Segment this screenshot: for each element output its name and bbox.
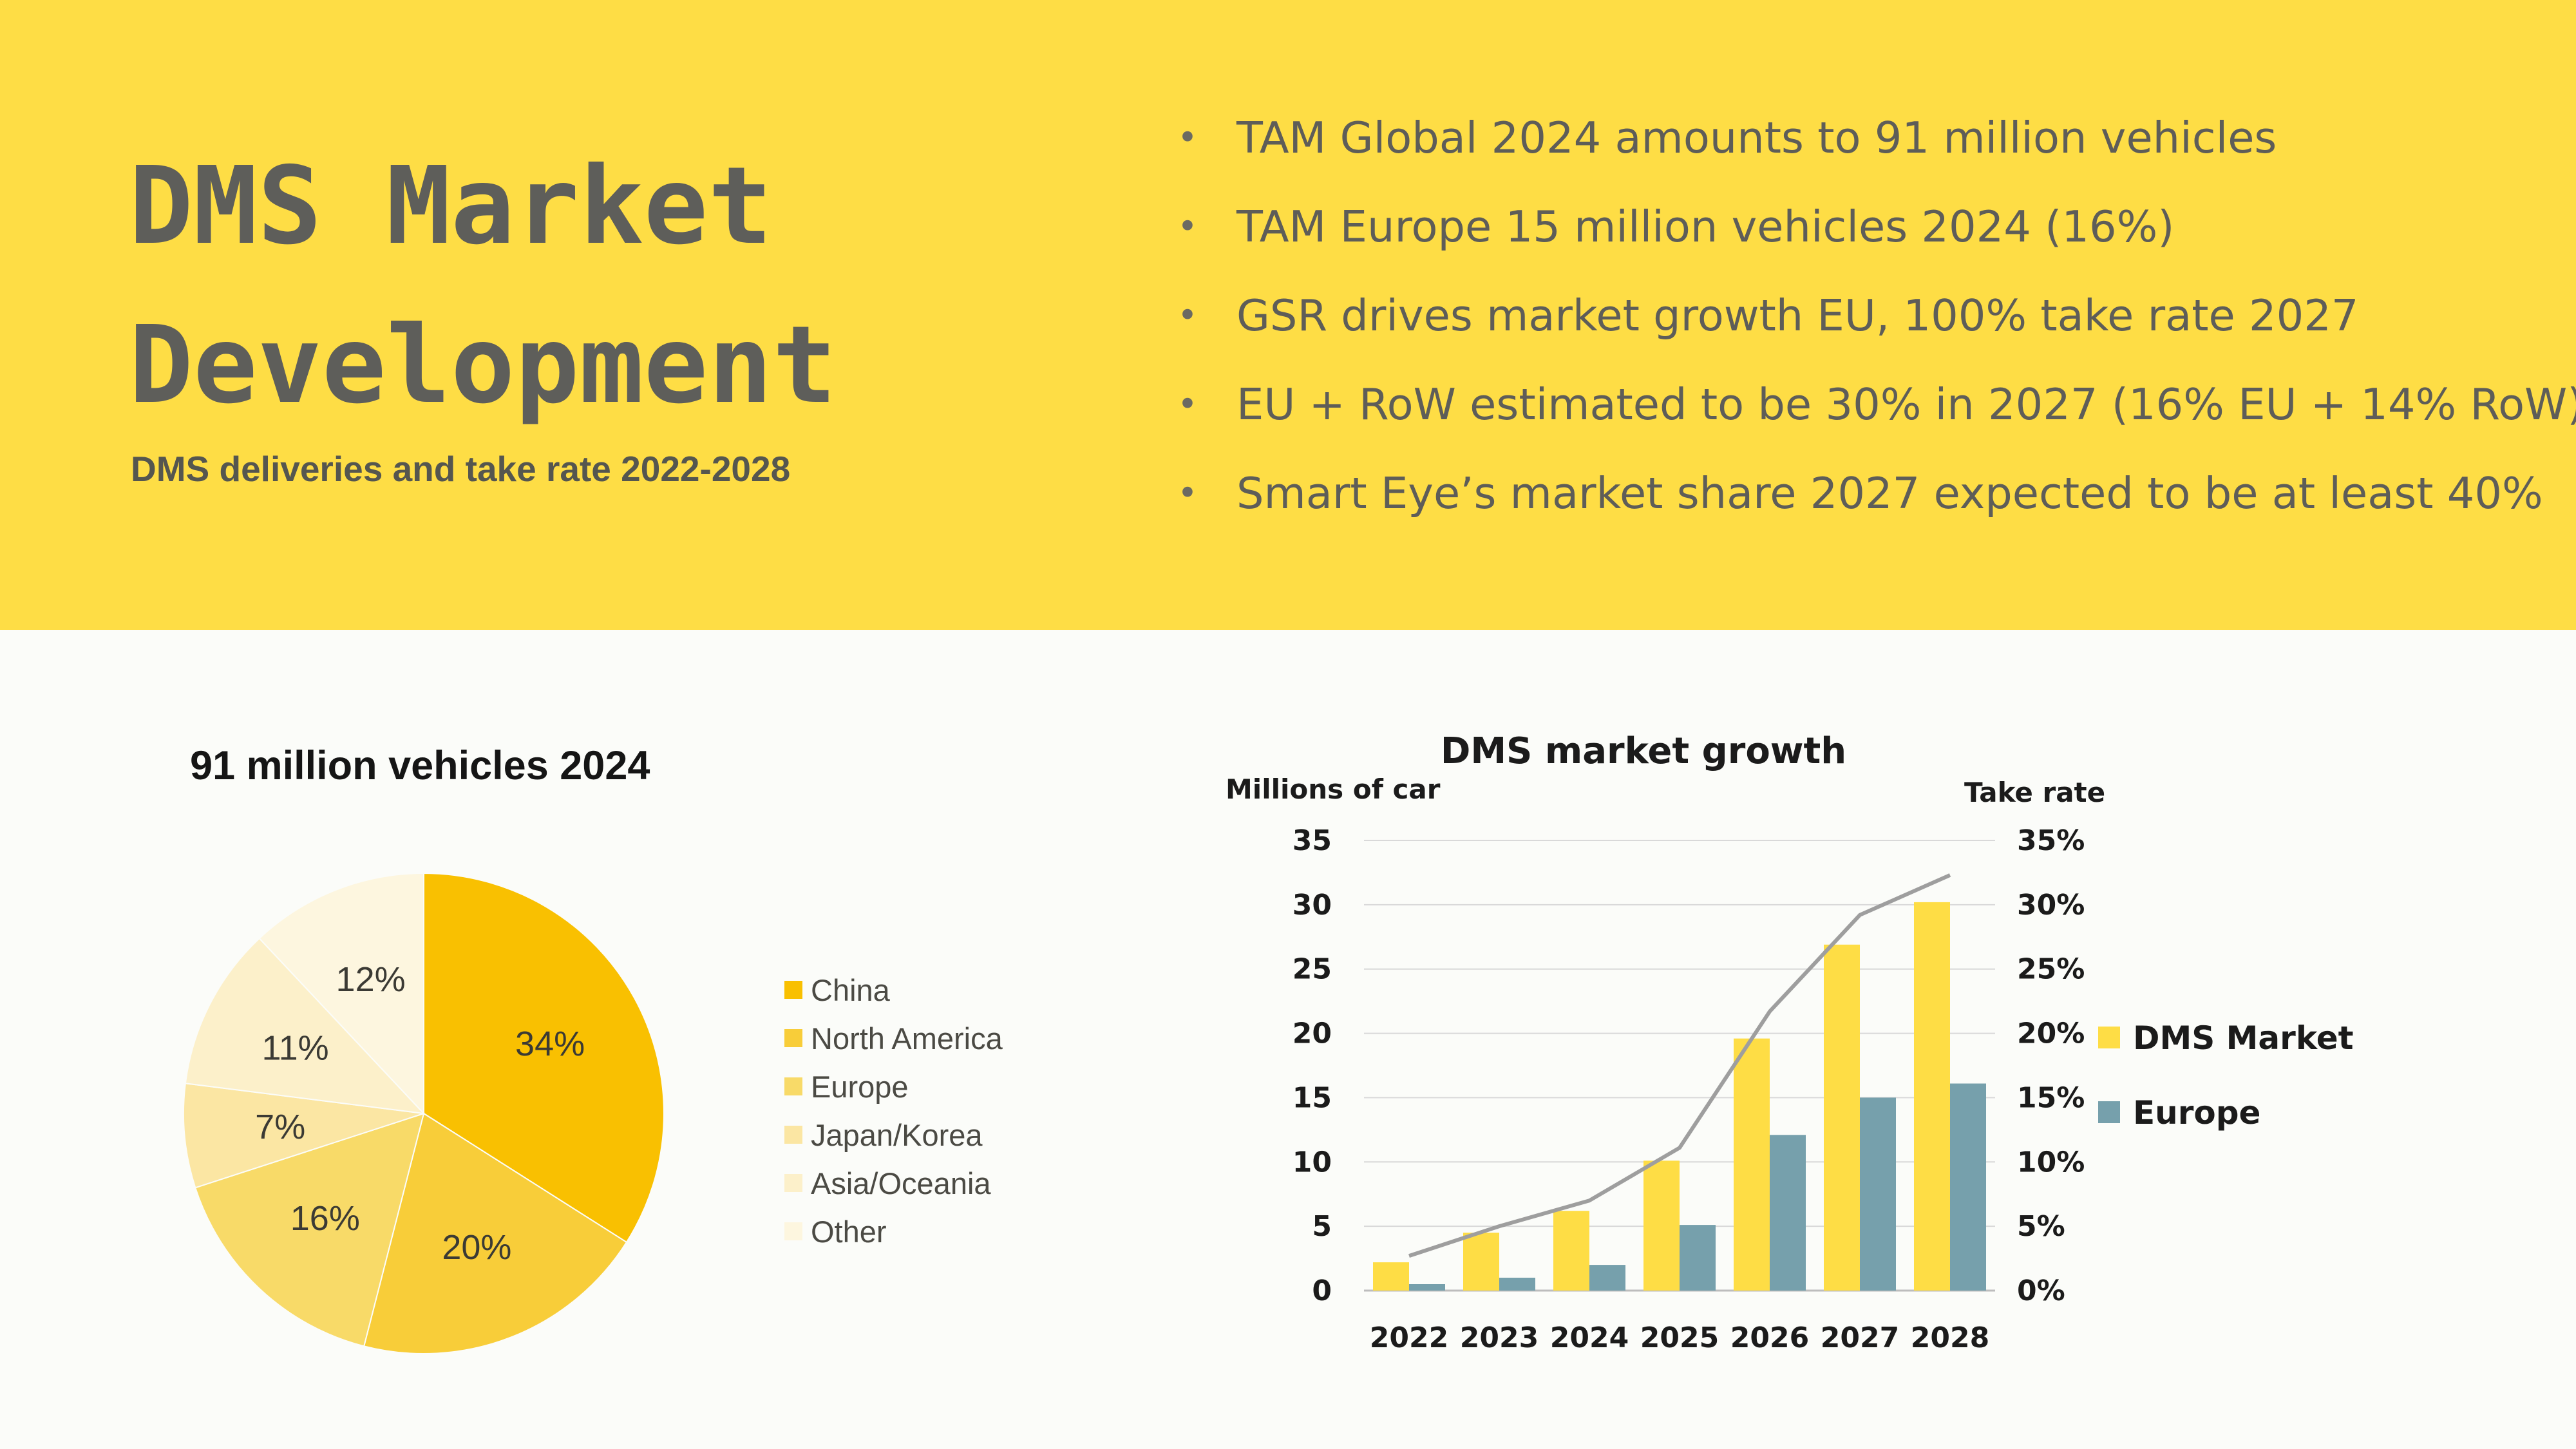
bar-dms-market-2025 (1643, 1160, 1680, 1291)
x-tick-label: 2024 (1550, 1321, 1629, 1354)
pie-slice-label: 16% (290, 1199, 360, 1238)
pie-legend-label: Japan/Korea (811, 1118, 983, 1152)
key-point-text: TAM Global 2024 amounts to 91 million ve… (1236, 113, 2277, 163)
legend-swatch (2098, 1027, 2120, 1048)
key-point: • GSR drives market growth EU, 100% take … (1172, 286, 2576, 375)
bar-europe-2025 (1680, 1225, 1716, 1291)
bar-dms-market-2026 (1734, 1038, 1770, 1291)
pie-slice-japan-korea (182, 1083, 424, 1189)
y-tick-label: 5 (1312, 1210, 1332, 1243)
pie-slice-label: 7% (255, 1108, 305, 1146)
y-axis-title: Millions of car (1226, 773, 1441, 805)
x-tick-label: 2025 (1640, 1321, 1719, 1354)
y2-tick-label: 35% (2017, 824, 2085, 857)
key-point-text: GSR drives market growth EU, 100% take r… (1236, 290, 2359, 341)
bar-dms-market-2023 (1463, 1233, 1499, 1291)
y-tick-label: 35 (1293, 824, 1332, 857)
pie-legend-label: Other (811, 1215, 887, 1249)
bar-legend-label: DMS Market (2133, 1019, 2354, 1057)
x-tick-label: 2027 (1821, 1321, 1899, 1354)
key-point: • TAM Europe 15 million vehicles 2024 (16… (1172, 197, 2576, 286)
x-tick-label: 2028 (1911, 1321, 1989, 1354)
legend-swatch (784, 1029, 802, 1047)
y2-tick-label: 10% (2017, 1146, 2085, 1179)
y2-tick-label: 25% (2017, 953, 2085, 986)
y-tick-label: 10 (1293, 1146, 1332, 1179)
page-title-line2: Development (129, 303, 837, 428)
pie-legend-label: North America (811, 1021, 1003, 1056)
pie-slice-asia-oceania (184, 937, 426, 1115)
y2-tick-label: 15% (2017, 1081, 2085, 1114)
y-tick-label: 30 (1293, 889, 1332, 922)
bar-chart-title: DMS market growth (1441, 730, 1846, 772)
y-tick-label: 20 (1293, 1018, 1332, 1050)
bar-dms-market-2022 (1373, 1262, 1409, 1291)
bar-dms-market-2024 (1553, 1211, 1589, 1291)
pie-slice-europe (194, 1112, 425, 1347)
y2-axis-title: Take rate (1964, 777, 2105, 808)
key-point: • EU + RoW estimated to be 30% in 2027 (1… (1172, 375, 2576, 464)
bar-europe-2027 (1860, 1097, 1896, 1291)
key-point-text: EU + RoW estimated to be 30% in 2027 (16… (1236, 379, 2576, 430)
bullet-icon: • (1177, 206, 1198, 247)
pie-slice-label: 34% (515, 1025, 585, 1063)
pie-slice-label: 20% (442, 1228, 511, 1267)
bar-dms-market-2028 (1914, 902, 1950, 1291)
x-tick-label: 2026 (1730, 1321, 1809, 1354)
page-title-line1: DMS Market (129, 144, 773, 269)
key-point: • TAM Global 2024 amounts to 91 million v… (1172, 108, 2576, 197)
x-tick-label: 2023 (1460, 1321, 1539, 1354)
pie-legend-label: Europe (811, 1070, 909, 1104)
legend-swatch (2098, 1101, 2120, 1123)
bar-europe-2023 (1499, 1278, 1535, 1291)
pie-chart: 91 million vehicles 2024 34% 20% 16% 7% 11%1… (182, 743, 1003, 1355)
key-point-text: TAM Europe 15 million vehicles 2024 (16%… (1236, 202, 2175, 252)
pie-chart-title: 91 million vehicles 2024 (190, 743, 650, 788)
take-rate-line (1408, 873, 1951, 1258)
legend-swatch (784, 1174, 802, 1192)
bar-europe-2024 (1589, 1265, 1625, 1291)
y-tick-label: 25 (1293, 953, 1332, 986)
y2-tick-label: 0% (2017, 1274, 2065, 1307)
pie-slice-label: 12% (336, 960, 406, 999)
bullet-icon: • (1177, 117, 1198, 158)
y-tick-label: 15 (1293, 1081, 1332, 1114)
pie-legend-label: Asia/Oceania (811, 1166, 991, 1200)
pie-slice-label: 11% (262, 1028, 329, 1067)
y2-tick-label: 20% (2017, 1018, 2085, 1050)
bar-europe-2026 (1770, 1135, 1806, 1291)
bullet-icon: • (1177, 384, 1198, 424)
y-tick-label: 0 (1312, 1274, 1332, 1307)
bar-dms-market-2027 (1824, 944, 1860, 1291)
header-band (0, 0, 2576, 630)
pie-slice-other (258, 872, 424, 1115)
key-points-list: • TAM Global 2024 amounts to 91 million v… (1172, 108, 2576, 553)
bullet-icon: • (1177, 295, 1198, 336)
page-subtitle: DMS deliveries and take rate 2022-2028 (131, 449, 791, 489)
pie-slice-china (423, 872, 665, 1244)
key-point: • Smart Eye’s market share 2027 expected … (1172, 464, 2576, 553)
pie-slice-north-america (363, 1112, 628, 1355)
legend-swatch (784, 1222, 802, 1240)
x-tick-label: 2022 (1370, 1321, 1448, 1354)
bar-chart: DMS market growth Millions of car Take r… (1226, 730, 2354, 1354)
bullet-icon: • (1177, 473, 1198, 513)
legend-swatch (784, 1077, 802, 1095)
y2-tick-label: 5% (2017, 1210, 2065, 1243)
bar-europe-2028 (1950, 1083, 1986, 1291)
legend-swatch (784, 1126, 802, 1144)
bar-europe-2022 (1409, 1284, 1445, 1291)
legend-swatch (784, 981, 802, 999)
pie-legend-label: China (811, 973, 891, 1007)
key-point-text: Smart Eye’s market share 2027 expected t… (1236, 468, 2543, 518)
y2-tick-label: 30% (2017, 889, 2085, 922)
bar-legend-label: Europe (2133, 1094, 2260, 1132)
